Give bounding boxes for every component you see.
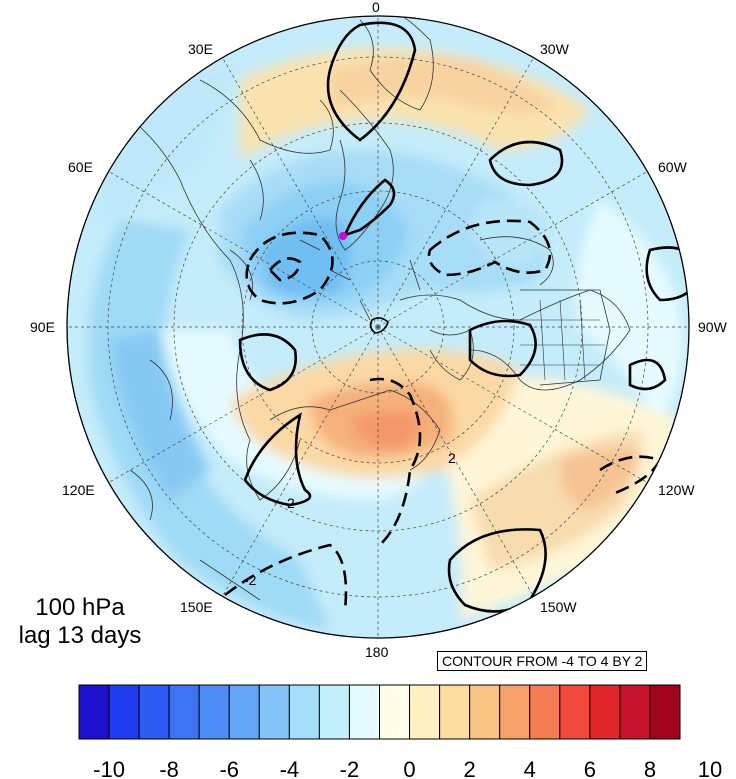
pressure-level-caption: 100 hPa xyxy=(35,594,125,621)
colorbar-swatch xyxy=(379,684,411,740)
colorbar-swatch xyxy=(348,684,381,740)
coastlines xyxy=(119,16,631,601)
colorbar-swatch xyxy=(288,684,320,740)
colorbar-swatch xyxy=(258,684,290,740)
colorbar-tick-label: 6 xyxy=(584,757,596,779)
colorbar-swatch xyxy=(198,684,230,740)
colorbar-swatch xyxy=(469,684,501,740)
colorbar-swatch xyxy=(318,684,350,740)
lon-label-120e: 120E xyxy=(62,482,95,498)
colorbar-swatch xyxy=(78,684,110,740)
colorbar-tick-label: -4 xyxy=(280,757,300,779)
contour-info-box: CONTOUR FROM -4 TO 4 BY 2 xyxy=(437,651,648,671)
colorbar-tick-label: -2 xyxy=(340,757,360,779)
colorbar-swatch xyxy=(529,684,561,740)
graticule xyxy=(67,16,689,638)
contour-label: -2 xyxy=(244,572,257,588)
colorbar-swatch xyxy=(619,684,651,740)
polar-stereographic-map: 2 -2 2 0 30W 60W 90W 120W 150W 180 150E … xyxy=(30,0,728,660)
colorbar-tick-label: 2 xyxy=(464,757,476,779)
colorbar-swatch xyxy=(168,684,200,740)
colorbar-swatch xyxy=(589,684,621,740)
lon-label-0: 0 xyxy=(372,0,380,15)
colorbar-swatch xyxy=(228,684,260,740)
anomaly-field xyxy=(67,16,689,638)
map-boundary xyxy=(66,15,690,639)
lon-label-60e: 60E xyxy=(68,159,93,175)
colorbar-tick-label: 10 xyxy=(698,757,722,779)
colorbar-swatch xyxy=(499,684,531,740)
colorbar-tick-label: -10 xyxy=(93,757,125,779)
colorbar-swatch xyxy=(138,684,170,740)
lon-label-30e: 30E xyxy=(188,41,213,57)
colorbar-tick-label: 4 xyxy=(524,757,536,779)
lon-label-150w: 150W xyxy=(540,599,577,615)
colorbar-tick-label: 8 xyxy=(644,757,656,779)
colorbar-swatch xyxy=(649,684,681,740)
lon-label-30w: 30W xyxy=(540,41,570,57)
lon-label-180: 180 xyxy=(365,644,389,660)
colorbar-tick-label: -8 xyxy=(159,757,179,779)
contour-label: 2 xyxy=(287,495,295,511)
lon-label-60w: 60W xyxy=(658,159,688,175)
colorbar-tick-label: -6 xyxy=(219,757,239,779)
lon-label-90w: 90W xyxy=(698,319,728,335)
colorbar-swatch xyxy=(108,684,140,740)
colorbar-swatch xyxy=(439,684,471,740)
lag-caption: lag 13 days xyxy=(18,622,142,649)
colorbar-swatch xyxy=(559,684,591,740)
lon-label-90e: 90E xyxy=(30,319,55,335)
colorbar-tick-label: 0 xyxy=(403,757,415,779)
contour-label: 2 xyxy=(448,450,456,466)
lon-label-150e: 150E xyxy=(180,599,213,615)
location-marker xyxy=(339,232,347,240)
lon-label-120w: 120W xyxy=(658,482,695,498)
colorbar-swatch xyxy=(409,684,441,740)
